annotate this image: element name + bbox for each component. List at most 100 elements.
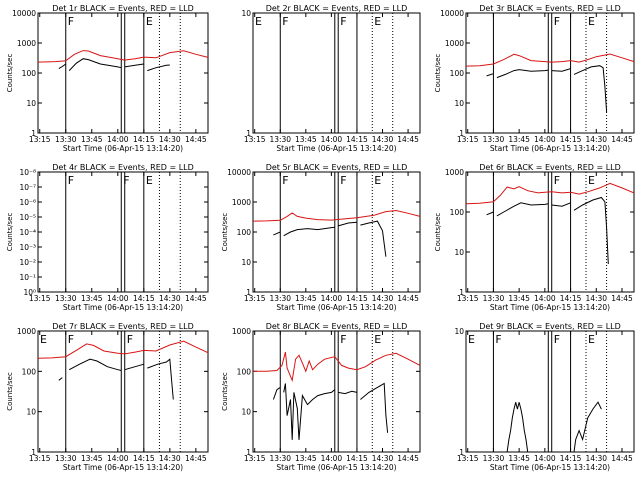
y-tick-label: 10⁻³ xyxy=(19,243,36,252)
panel-title: Det 2r BLACK = Events, RED = LLD xyxy=(266,4,408,13)
events-series-line xyxy=(360,382,389,433)
x-tick-label: 14:45 xyxy=(397,454,419,463)
x-tick-label: 14:45 xyxy=(397,294,419,303)
time-marker-label: E xyxy=(588,333,595,346)
y-tick-label: 10⁻⁵ xyxy=(19,213,36,222)
events-series-line xyxy=(551,68,571,72)
x-tick-label: 13:45 xyxy=(508,454,530,463)
panel-title: Det 9r BLACK = Events, RED = LLD xyxy=(479,322,621,331)
y-tick-label: 10 xyxy=(26,408,36,417)
y-tick-label: 1 xyxy=(246,288,251,297)
x-tick-label: 13:30 xyxy=(269,135,291,144)
y-tick-label: 100 xyxy=(237,228,252,237)
y-tick-label: 10000 xyxy=(227,168,251,177)
x-axis-label: Start Time (06-Apr-15 13:14:20) xyxy=(490,144,610,153)
x-tick-label: 13:45 xyxy=(81,294,103,303)
y-tick-label: 10⁻² xyxy=(19,258,36,267)
y-tick-label: 10⁻⁷ xyxy=(19,183,36,192)
x-tick-label: 14:15 xyxy=(133,294,155,303)
time-marker-label: F xyxy=(68,333,74,346)
plot-frame xyxy=(252,330,421,453)
y-tick-label: 1 xyxy=(459,448,464,457)
x-tick-label: 14:45 xyxy=(185,135,207,144)
x-tick-label: 14:30 xyxy=(372,454,394,463)
x-tick-label: 14:45 xyxy=(611,294,633,303)
x-tick-label: 14:00 xyxy=(534,454,556,463)
y-tick-label: 100 xyxy=(450,208,465,217)
events-series-line xyxy=(506,402,529,453)
x-tick-label: 13:30 xyxy=(483,454,505,463)
x-tick-label: 14:30 xyxy=(585,294,607,303)
x-tick-label: 14:00 xyxy=(321,454,343,463)
y-tick-label: 1000 xyxy=(445,39,464,48)
x-tick-label: 14:15 xyxy=(346,294,368,303)
x-tick-label: 14:15 xyxy=(560,454,582,463)
x-tick-label: 13:45 xyxy=(508,135,530,144)
x-tick-label: 14:15 xyxy=(346,135,368,144)
time-marker-label: F xyxy=(68,174,74,187)
x-tick-label: 13:15 xyxy=(29,135,51,144)
events-series-line xyxy=(338,390,358,395)
x-tick-label: 14:45 xyxy=(611,454,633,463)
time-marker-label: F xyxy=(68,15,74,28)
x-tick-label: 14:30 xyxy=(585,135,607,144)
events-series-line xyxy=(272,386,281,400)
panel-title: Det 3r BLACK = Events, RED = LLD xyxy=(479,4,621,13)
y-tick-label: 10 xyxy=(241,408,251,417)
y-tick-label: 1 xyxy=(246,448,251,457)
y-axis-label: Counts/sec xyxy=(221,372,229,411)
events-series-line xyxy=(124,63,144,68)
x-tick-label: 14:45 xyxy=(397,135,419,144)
y-tick-label: 10 xyxy=(454,327,464,336)
time-marker-label: F xyxy=(554,15,560,28)
plot-frame xyxy=(252,171,421,293)
panel-7: Det 7r BLACK = Events, RED = LLD 13:15 13:… xyxy=(6,322,209,472)
x-tick-label: 14:00 xyxy=(534,294,556,303)
events-series-line xyxy=(573,401,602,453)
y-tick-label: 1000 xyxy=(17,39,36,48)
time-marker-label: F xyxy=(282,174,288,187)
y-tick-label: 10⁰ xyxy=(23,288,36,297)
events-series-line xyxy=(573,65,608,113)
x-tick-label: 14:30 xyxy=(159,294,181,303)
x-tick-label: 14:30 xyxy=(372,294,394,303)
x-tick-label: 13:30 xyxy=(269,294,291,303)
x-axis-label: Start Time (06-Apr-15 13:14:20) xyxy=(276,144,396,153)
plot-frame xyxy=(37,171,209,293)
events-series-line xyxy=(283,226,335,237)
x-axis-label: Start Time (06-Apr-15 13:14:20) xyxy=(490,463,610,472)
time-marker-label: F xyxy=(554,174,560,187)
time-marker-label: E xyxy=(374,333,381,346)
x-tick-label: 14:15 xyxy=(560,294,582,303)
events-series-line xyxy=(360,220,387,257)
events-series-line xyxy=(68,58,122,71)
events-series-line xyxy=(147,64,170,72)
y-tick-label: 100 xyxy=(237,367,252,376)
y-tick-label: 10000 xyxy=(440,9,464,18)
lld-series-line xyxy=(465,53,635,67)
panel-title: Det 7r BLACK = Events, RED = LLD xyxy=(52,322,194,331)
x-axis-label: Start Time (06-Apr-15 13:14:20) xyxy=(490,303,610,312)
y-tick-label: 100 xyxy=(450,69,465,78)
events-series-line xyxy=(283,383,336,440)
time-marker-label: F xyxy=(340,15,346,28)
y-tick-label: 10 xyxy=(454,99,464,108)
y-tick-label: 10 xyxy=(454,248,464,257)
x-tick-label: 13:15 xyxy=(29,454,51,463)
y-tick-label: 10 xyxy=(241,9,251,18)
y-tick-label: 10⁻⁴ xyxy=(19,228,36,237)
plot-frame xyxy=(465,171,635,293)
lld-series-line xyxy=(465,182,635,205)
x-tick-label: 13:15 xyxy=(244,454,266,463)
x-tick-label: 13:30 xyxy=(483,135,505,144)
x-tick-label: 13:15 xyxy=(457,135,479,144)
time-marker-label: E xyxy=(255,15,262,28)
x-tick-label: 14:00 xyxy=(107,135,129,144)
x-tick-label: 13:45 xyxy=(81,454,103,463)
y-axis-label: Counts/sec xyxy=(6,372,14,411)
events-series-line xyxy=(58,377,63,381)
plot-frame xyxy=(465,330,635,453)
y-tick-label: 1000 xyxy=(445,168,464,177)
y-tick-label: 1 xyxy=(459,129,464,138)
